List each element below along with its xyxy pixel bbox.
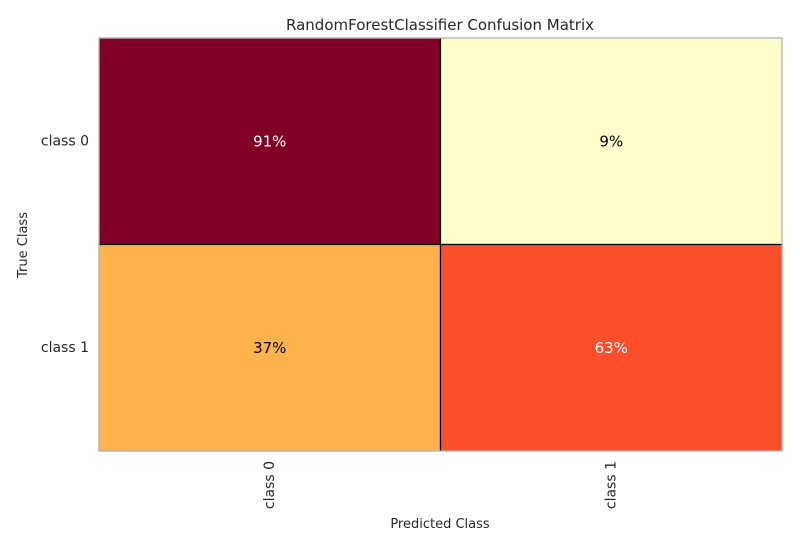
y-tick-label: class 0 [41, 133, 89, 149]
heatmap-cells: 91% 9% 37% 63% [98, 37, 783, 452]
x-tick-label: class 0 [262, 461, 278, 509]
chart-title: RandomForestClassifier Confusion Matrix [286, 16, 594, 34]
cell-label-r0-c1: 9% [599, 132, 623, 150]
heatmap-cell-r1-c0 [98, 243, 442, 452]
x-axis-label: Predicted Class [390, 517, 490, 532]
y-tick-label: class 1 [41, 340, 89, 356]
cell-label-r1-c0: 37% [253, 339, 286, 357]
tick-labels: class 0 class 1 class 0 class 1 [41, 133, 619, 509]
cell-label-r1-c1: 63% [595, 339, 628, 357]
heatmap-cell-r0-c1 [439, 37, 783, 246]
heatmap-cell-r0-c0 [98, 37, 442, 246]
cell-label-r0-c0: 91% [253, 132, 286, 150]
x-tick-label: class 1 [603, 461, 619, 509]
heatmap-cell-r1-c1 [439, 243, 783, 452]
y-axis-label: True Class [16, 212, 31, 279]
plot-frame [98, 37, 783, 452]
